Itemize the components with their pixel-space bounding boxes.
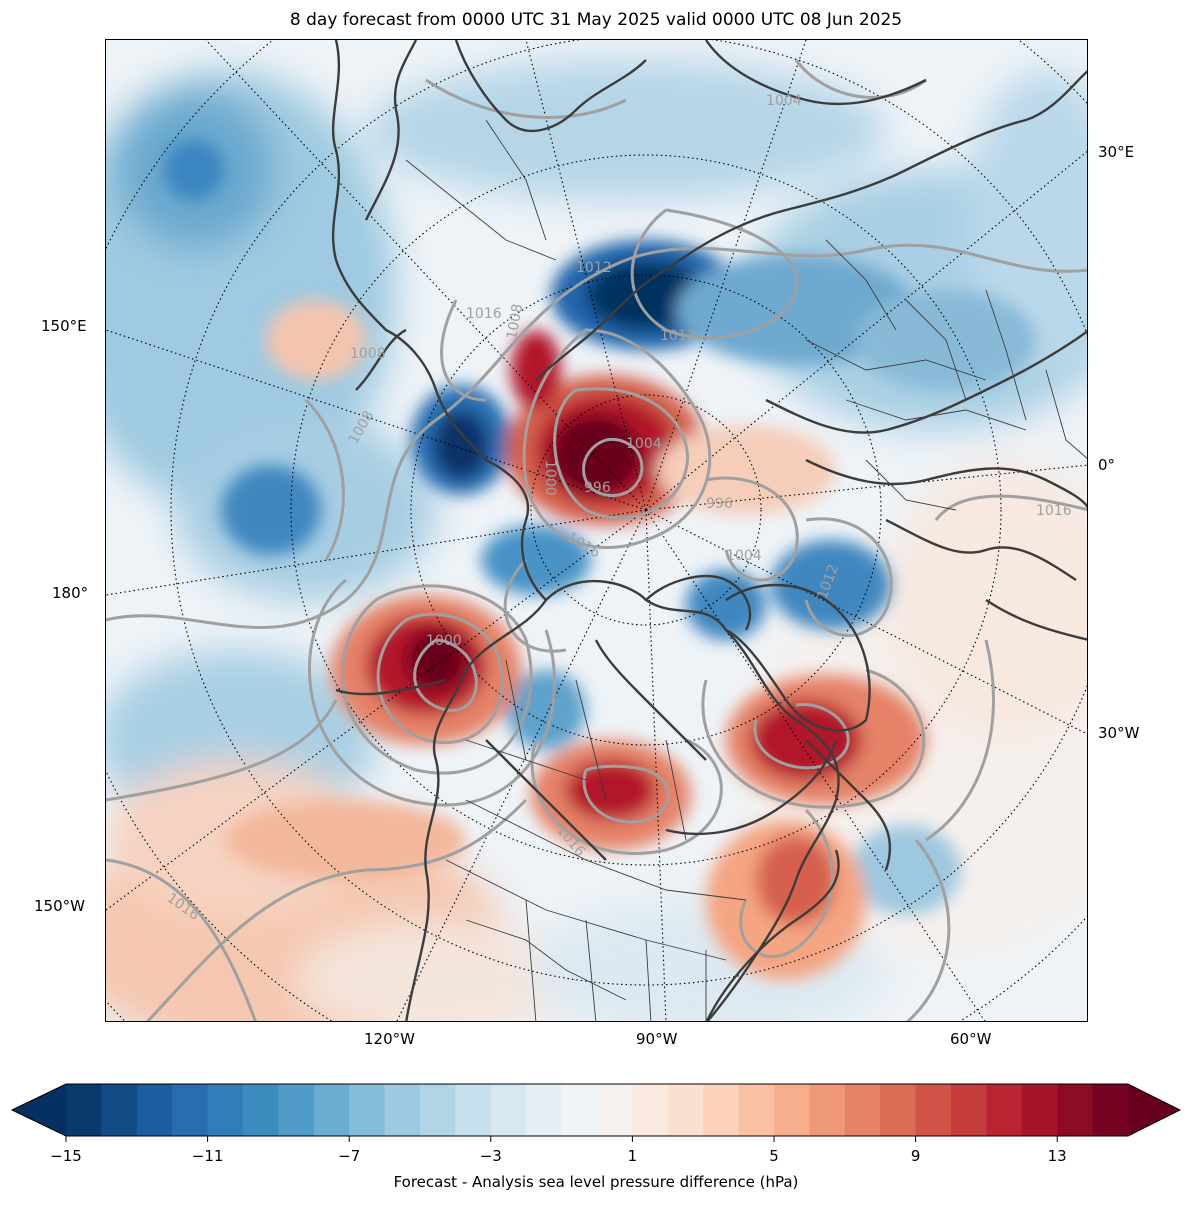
isobar-label: 1012 bbox=[660, 328, 696, 344]
map-panel: 1016 1012 1008 1004 1000 996 1012 1016 1… bbox=[105, 39, 1088, 1022]
map-title: 8 day forecast from 0000 UTC 31 May 2025… bbox=[289, 10, 903, 30]
colorbar-tick-label: 1 bbox=[627, 1147, 638, 1165]
colorbar-bin bbox=[1057, 1084, 1094, 1136]
colorbar-bin bbox=[632, 1084, 669, 1136]
colorbar-bin bbox=[951, 1084, 987, 1136]
colorbar-bin bbox=[172, 1084, 209, 1136]
colorbar-extend-min bbox=[12, 1084, 66, 1136]
colorbar-bin bbox=[420, 1084, 456, 1136]
lat-label-150w: 150°W bbox=[34, 897, 85, 915]
lon-label-60w: 60°W bbox=[950, 1030, 992, 1048]
colorbar-bin bbox=[1021, 1084, 1058, 1136]
colorbar-label: Forecast - Analysis sea level pressure d… bbox=[393, 1173, 799, 1191]
colorbar-bin bbox=[667, 1084, 704, 1136]
map-canvas: 1016 1012 1008 1004 1000 996 1012 1016 1… bbox=[106, 40, 1087, 1021]
colorbar-bin bbox=[986, 1084, 1023, 1136]
isobar-label: 1008 bbox=[350, 346, 386, 362]
colorbar-bin bbox=[349, 1084, 386, 1136]
colorbar-bin bbox=[561, 1084, 598, 1136]
colorbar-bin bbox=[738, 1084, 775, 1136]
colorbar-tick-label: −11 bbox=[191, 1147, 224, 1165]
colorbar-bin bbox=[384, 1084, 421, 1136]
colorbar-tick-label: 9 bbox=[910, 1147, 921, 1165]
isobars bbox=[106, 59, 1087, 1021]
colorbar-bin bbox=[207, 1084, 244, 1136]
colorbar-bin bbox=[880, 1084, 917, 1136]
isobar-label: 1000 bbox=[426, 633, 462, 649]
colorbar-bin bbox=[774, 1084, 810, 1136]
colorbar-bin bbox=[455, 1084, 492, 1136]
colorbar-tick-label: 5 bbox=[769, 1147, 779, 1165]
isobar-label: 1016 bbox=[1036, 503, 1072, 519]
lat-label-0: 0° bbox=[1098, 456, 1116, 474]
colorbar-extend-max bbox=[1128, 1084, 1180, 1136]
isobar-label: 996 bbox=[584, 480, 611, 496]
lat-label-150e: 150°E bbox=[41, 317, 87, 335]
colorbar-bin bbox=[1092, 1084, 1129, 1136]
colorbar-tick-label: 13 bbox=[1047, 1147, 1067, 1165]
isobar-label: 1008 bbox=[504, 303, 526, 341]
colorbar-tick-label: −15 bbox=[50, 1147, 82, 1165]
colorbar-tick-label: −7 bbox=[338, 1147, 361, 1165]
lat-label-180: 180° bbox=[52, 584, 89, 602]
political-borders bbox=[405, 119, 1087, 1021]
colorbar-bin bbox=[597, 1084, 633, 1136]
isobar-label: 1016 bbox=[466, 306, 502, 322]
colorbar-bin bbox=[101, 1084, 138, 1136]
lat-label-30e: 30°E bbox=[1098, 143, 1135, 161]
lat-label-30w: 30°W bbox=[1098, 724, 1140, 742]
coastlines bbox=[331, 40, 1087, 1021]
colorbar: −15 −11 −7 −3 1 5 9 13 Forecast - Analysis sea … bbox=[0, 1078, 1192, 1198]
colorbar-bin bbox=[844, 1084, 881, 1136]
colorbar-tick-label: −3 bbox=[479, 1147, 502, 1165]
colorbar-bin bbox=[915, 1084, 952, 1136]
isobar-label: 996 bbox=[706, 496, 733, 512]
colorbar-bin bbox=[243, 1084, 279, 1136]
isobar-label: 1012 bbox=[576, 260, 612, 276]
colorbar-bin bbox=[313, 1084, 350, 1136]
colorbar-bar bbox=[10, 1083, 1182, 1142]
isobar-label: 1004 bbox=[726, 548, 762, 564]
isobar-label: 1000 bbox=[542, 460, 558, 496]
isobar-label: 1004 bbox=[626, 436, 662, 452]
colorbar-bin bbox=[703, 1084, 740, 1136]
colorbar-bin bbox=[66, 1084, 102, 1136]
isobar-label: 1004 bbox=[766, 93, 802, 109]
colorbar-bin bbox=[526, 1084, 563, 1136]
lon-label-90w: 90°W bbox=[636, 1030, 678, 1048]
lon-label-120w: 120°W bbox=[364, 1030, 415, 1048]
colorbar-bin bbox=[278, 1084, 315, 1136]
colorbar-bin bbox=[490, 1084, 527, 1136]
colorbar-bin bbox=[136, 1084, 173, 1136]
colorbar-bin bbox=[809, 1084, 846, 1136]
